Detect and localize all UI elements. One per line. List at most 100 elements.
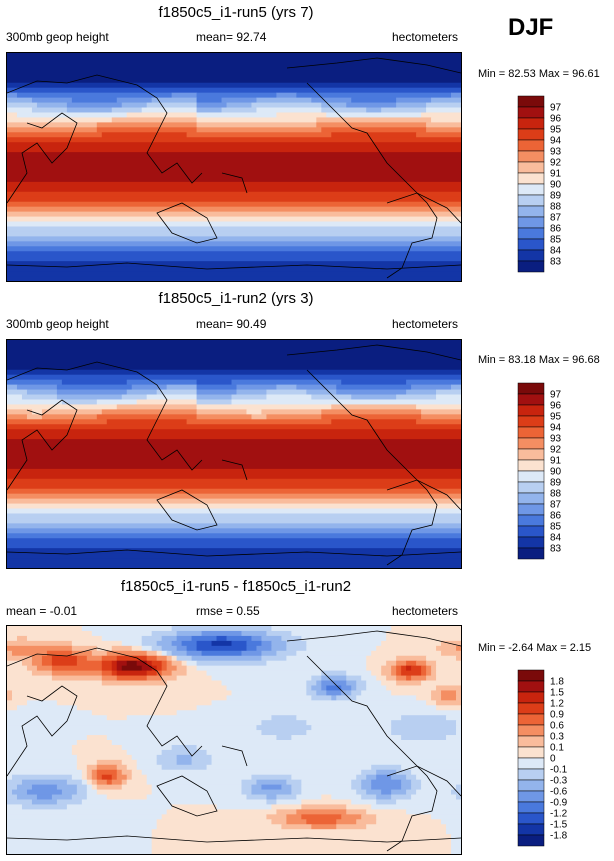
field-cell: [151, 839, 452, 845]
field-cell: [7, 181, 461, 188]
field-cell: [316, 680, 322, 687]
field-cell: [176, 635, 193, 642]
field-cell: [351, 394, 397, 401]
field-cell: [401, 735, 447, 741]
field-cell: [161, 650, 168, 657]
field-cell: [151, 849, 452, 854]
field-cell: [446, 735, 461, 741]
field-cell: [266, 660, 367, 667]
field-cell: [196, 399, 233, 406]
field-cell: [7, 369, 461, 376]
field-cell: [321, 409, 422, 415]
field-cell: [136, 660, 148, 667]
field-cell: [181, 640, 198, 647]
field-cell: [151, 97, 198, 104]
panel-2-minmax: Min = 83.18 Max = 96.68: [478, 354, 600, 366]
field-cell: [7, 655, 33, 662]
field-cell: [401, 784, 412, 791]
field-cell: [7, 710, 93, 716]
field-cell: [146, 102, 198, 109]
coastline-segment: [221, 172, 248, 194]
coastline-segment: [286, 344, 461, 361]
field-cell: [446, 824, 461, 830]
field-cell: [176, 710, 461, 716]
colorbar-swatch: [517, 205, 545, 218]
field-cell: [451, 844, 461, 850]
field-cell: [7, 675, 53, 682]
coastline-segment: [286, 57, 461, 74]
field-cell: [7, 62, 461, 69]
field-cell: [441, 695, 457, 701]
field-cell: [96, 122, 198, 128]
field-cell: [371, 784, 402, 791]
field-cell: [266, 414, 322, 420]
field-cell: [176, 754, 193, 761]
colorbar-tick-label: 88: [550, 489, 562, 500]
colorbar-swatch: [517, 227, 545, 240]
field-cell: [7, 705, 18, 711]
field-cell: [96, 779, 108, 786]
field-cell: [386, 630, 461, 637]
colorbar-swatch: [517, 525, 545, 538]
field-cell: [7, 814, 163, 820]
coastline-segment: [7, 835, 461, 843]
field-cell: [396, 665, 402, 672]
field-cell: [146, 774, 253, 781]
field-cell: [316, 690, 327, 696]
field-cell: [11, 650, 48, 657]
field-cell: [126, 660, 138, 667]
field-cell: [306, 730, 392, 736]
field-cell: [266, 799, 278, 806]
field-cell: [7, 774, 13, 781]
colorbar-tick-label: -1.2: [550, 809, 568, 820]
field-cell: [341, 379, 407, 386]
field-cell: [301, 814, 342, 820]
field-cell: [156, 655, 168, 662]
field-cell: [191, 754, 213, 761]
colorbar-swatch: [517, 779, 545, 792]
field-cell: [431, 117, 461, 123]
panel-2-colorbar: 97 96 95 94 93 92 91 90 89 88 87 86 85 84 83: [517, 382, 562, 563]
field-cell: [96, 414, 198, 420]
field-cell: [421, 779, 461, 786]
field-cell: [286, 779, 302, 786]
field-cell: [391, 789, 407, 796]
field-cell: [211, 675, 312, 682]
field-cell: [296, 92, 452, 99]
field-cell: [261, 650, 278, 657]
field-cell: [111, 107, 143, 114]
field-cell: [7, 769, 83, 776]
field-cells: [7, 626, 461, 854]
field-cell: [16, 705, 78, 711]
field-cell: [7, 468, 461, 475]
field-cell: [206, 749, 461, 756]
field-cell: [7, 251, 461, 257]
field-cell: [7, 344, 461, 351]
field-cell: [111, 740, 461, 746]
field-cell: [166, 655, 173, 662]
field-cell: [16, 635, 28, 642]
coastline-segment: [7, 549, 461, 557]
field-cell: [31, 107, 68, 114]
field-cell: [151, 844, 452, 850]
colorbar-tick-label: 89: [550, 191, 562, 202]
field-cell: [71, 97, 118, 104]
colorbar-tick-label: 84: [550, 533, 562, 544]
field-cell: [7, 513, 461, 520]
colorbar-swatch: [517, 481, 545, 494]
field-cell: [7, 206, 461, 213]
colorbar-swatch: [517, 139, 545, 152]
field-cell: [71, 774, 83, 781]
field-cell: [441, 819, 461, 825]
field-cell: [396, 97, 432, 104]
field-cell: [276, 112, 327, 119]
field-cell: [196, 705, 437, 711]
field-cell: [7, 266, 461, 272]
field-cell: [161, 635, 178, 642]
field-cell: [166, 809, 278, 815]
field-cell: [346, 102, 397, 109]
field-cell: [186, 670, 208, 677]
field-cell: [16, 794, 38, 801]
field-cell: [7, 626, 83, 632]
colorbar-swatch: [517, 514, 545, 527]
